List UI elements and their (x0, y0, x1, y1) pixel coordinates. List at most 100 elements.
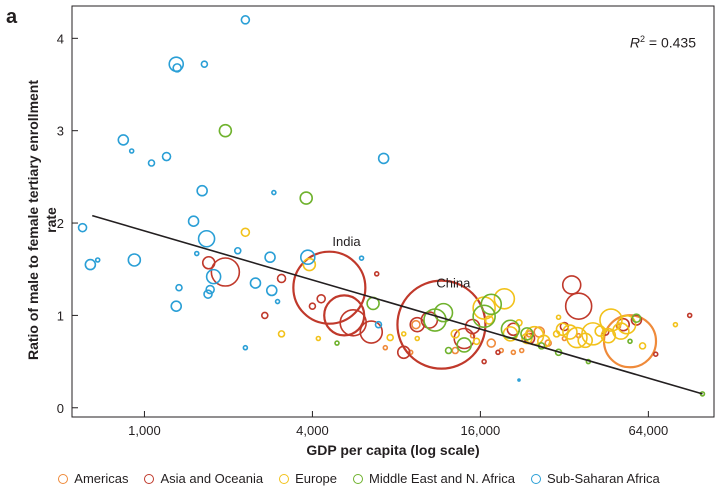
data-point (210, 257, 241, 287)
data-point (308, 302, 317, 310)
data-point (517, 378, 521, 382)
data-point (193, 250, 200, 257)
data-point (117, 134, 130, 146)
y-tick-label: 0 (57, 401, 64, 416)
r-squared-value: = 0.435 (645, 34, 696, 51)
data-point (218, 123, 233, 138)
data-point (240, 227, 251, 238)
data-point (358, 255, 365, 261)
data-point (94, 257, 101, 263)
trend-line (92, 214, 703, 395)
y-tick-label: 1 (57, 308, 64, 323)
legend-item: Middle East and N. Africa (353, 471, 515, 486)
y-tick-label: 4 (57, 31, 64, 46)
data-point (240, 15, 251, 25)
data-point (196, 184, 208, 197)
data-point (627, 338, 633, 345)
data-point (407, 349, 414, 356)
data-point (631, 313, 642, 323)
y-tick-label: 2 (57, 216, 64, 231)
data-point (200, 60, 209, 68)
legend-swatch (530, 474, 541, 484)
point-annotation: India (332, 234, 361, 249)
r-symbol: R (629, 34, 640, 51)
data-point (472, 304, 496, 329)
data-point (172, 63, 182, 73)
data-point (374, 320, 383, 329)
data-point (444, 346, 453, 355)
data-point (359, 320, 384, 344)
panel-letter: a (6, 6, 18, 28)
data-point (616, 314, 637, 335)
legend-item: Americas (58, 471, 128, 486)
data-point (274, 298, 281, 305)
legend-item: Europe (279, 471, 337, 486)
x-tick-label: 16,000 (461, 423, 501, 438)
data-point (411, 319, 421, 330)
legend-label: Americas (74, 471, 129, 486)
data-point (373, 271, 380, 277)
r-squared-exponent: 2 (639, 34, 645, 44)
data-point (456, 337, 473, 353)
data-point (205, 268, 222, 285)
legend-label: Europe (295, 471, 338, 486)
legend-label: Sub-Saharan Africa (546, 471, 660, 486)
data-point (77, 222, 88, 233)
data-point (276, 273, 287, 284)
data-point (486, 338, 497, 348)
x-tick-label: 4,000 (296, 423, 329, 438)
data-point (480, 293, 503, 316)
data-point (316, 293, 326, 304)
legend-item: Sub-Saharan Africa (530, 471, 660, 486)
data-point (594, 325, 606, 337)
legend-label: Asia and Oceania (160, 471, 264, 486)
data-point (566, 326, 588, 349)
r-squared-label: R2 = 0.435 (630, 34, 696, 51)
legend-swatch (279, 474, 290, 484)
legend: Americas Asia and Oceania Europe Middle Eas… (0, 471, 718, 486)
point-annotation: China (436, 276, 471, 291)
data-point (147, 159, 156, 167)
data-point (315, 335, 322, 342)
data-point (264, 251, 276, 264)
data-point (562, 324, 578, 340)
x-tick-label: 1,000 (128, 423, 161, 438)
data-point (265, 284, 278, 297)
data-point (334, 340, 340, 346)
data-point (299, 191, 314, 205)
data-point (686, 312, 693, 319)
data-point (175, 283, 183, 292)
data-point (414, 335, 421, 342)
plot-frame (71, 5, 715, 418)
legend-swatch (144, 474, 155, 484)
data-point (161, 151, 172, 162)
data-point (577, 332, 594, 349)
data-point (271, 189, 277, 196)
data-point (600, 327, 617, 344)
data-point (277, 330, 286, 338)
data-point (170, 300, 183, 312)
data-point (495, 349, 501, 356)
data-point (260, 311, 269, 320)
data-point (518, 347, 525, 354)
x-tick-label: 64,000 (628, 423, 668, 438)
data-point (493, 287, 516, 310)
data-point (484, 315, 494, 325)
data-point (299, 249, 316, 266)
data-point (672, 321, 679, 328)
data-point (520, 327, 534, 341)
data-point (472, 337, 481, 346)
data-point (396, 279, 487, 370)
x-axis-title: GDP per capita (log scale) (306, 442, 480, 458)
data-point (203, 289, 213, 299)
data-point (510, 349, 517, 356)
data-point (233, 246, 242, 255)
data-point (128, 148, 135, 154)
legend-swatch (58, 474, 69, 484)
data-point (377, 152, 390, 165)
data-point (302, 257, 317, 272)
data-point (555, 314, 562, 321)
data-point (433, 302, 454, 323)
data-point (84, 258, 97, 271)
